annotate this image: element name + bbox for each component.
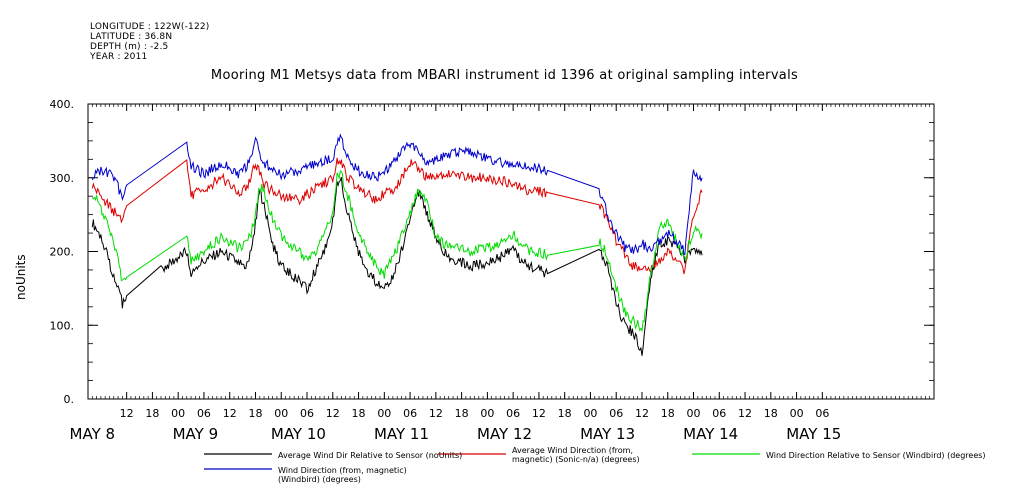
- x-hour-tick-label: 12: [532, 407, 546, 420]
- meta-depth: DEPTH (m) : -2.5: [90, 42, 169, 52]
- series-line-2: [91, 157, 703, 275]
- x-hour-tick-label: 12: [120, 407, 134, 420]
- x-hour-tick-label: 18: [558, 407, 572, 420]
- x-hour-tick-label: 06: [300, 407, 314, 420]
- x-day-tick-label: MAY 8: [70, 425, 116, 443]
- x-hour-tick-label: 18: [352, 407, 366, 420]
- x-hour-tick-label: 00: [377, 407, 391, 420]
- x-hour-tick-label: 12: [738, 407, 752, 420]
- x-hour-tick-label: 00: [171, 407, 185, 420]
- x-hour-tick-label: 12: [429, 407, 443, 420]
- x-hour-tick-label: 00: [687, 407, 701, 420]
- y-tick-label: 0.: [64, 393, 75, 406]
- series-layer: [91, 133, 703, 356]
- x-day-tick-label: MAY 12: [477, 425, 532, 443]
- y-tick-label: 100.: [50, 319, 75, 332]
- x-day-tick-label: MAY 10: [271, 425, 326, 443]
- y-axis-label: noUnits: [14, 254, 28, 300]
- series-line-4: [91, 133, 703, 255]
- x-hour-tick-label: 18: [455, 407, 469, 420]
- plot-axes: 0. 100. 200. 300. 400. 12 18 00 06 12 18 00 06 12 18 00…: [50, 98, 935, 470]
- chart-title: Mooring M1 Metsys data from MBARI instru…: [210, 68, 799, 83]
- x-hour-tick-label: 18: [661, 407, 675, 420]
- x-day-tick-label: MAY 9: [173, 425, 219, 443]
- x-hour-tick-label: 18: [764, 407, 778, 420]
- legend-label-series-4: Wind Direction (from, magnetic) (Windbir…: [278, 466, 407, 484]
- x-hour-tick-label: 12: [635, 407, 649, 420]
- x-hour-tick-label: 06: [609, 407, 623, 420]
- x-hour-tick-label: 18: [248, 407, 262, 420]
- x-hour-tick-label: 00: [274, 407, 288, 420]
- y-tick-label: 200.: [50, 246, 75, 259]
- legend-label-series-1: Average Wind Dir Relative to Sensor (noU…: [278, 451, 463, 460]
- legend-label-series-2: Average Wind Direction (from, magnetic) …: [512, 446, 640, 464]
- x-hour-tick-label: 12: [223, 407, 237, 420]
- y-tick-label: 400.: [50, 98, 75, 111]
- x-day-tick-label: MAY 11: [374, 425, 429, 443]
- meta-longitude: LONGITUDE : 122W(-122): [90, 22, 210, 32]
- x-day-tick-label: MAY 14: [683, 425, 738, 443]
- x-hour-tick-label: 06: [815, 407, 829, 420]
- x-hour-tick-label: 00: [790, 407, 804, 420]
- x-day-tick-label: MAY 15: [786, 425, 841, 443]
- legend-label-series-3: Wind Direction Relative to Sensor (Windb…: [766, 451, 986, 460]
- series-line-1: [91, 176, 703, 356]
- x-hour-tick-label: 06: [712, 407, 726, 420]
- y-tick-label: 300.: [50, 172, 75, 185]
- meta-latitude: LATITUDE : 36.8N: [90, 32, 173, 42]
- x-hour-tick-label: 06: [403, 407, 417, 420]
- series-line-3: [91, 170, 703, 333]
- x-hour-tick-label: 18: [145, 407, 159, 420]
- x-hour-tick-label: 00: [480, 407, 494, 420]
- x-hour-tick-label: 06: [506, 407, 520, 420]
- x-hour-tick-label: 12: [326, 407, 340, 420]
- x-hour-tick-label: 06: [197, 407, 211, 420]
- plot-frame: [87, 103, 935, 400]
- x-day-tick-label: MAY 13: [580, 425, 635, 443]
- x-hour-tick-label: 00: [583, 407, 597, 420]
- meta-year: YEAR : 2011: [90, 52, 148, 62]
